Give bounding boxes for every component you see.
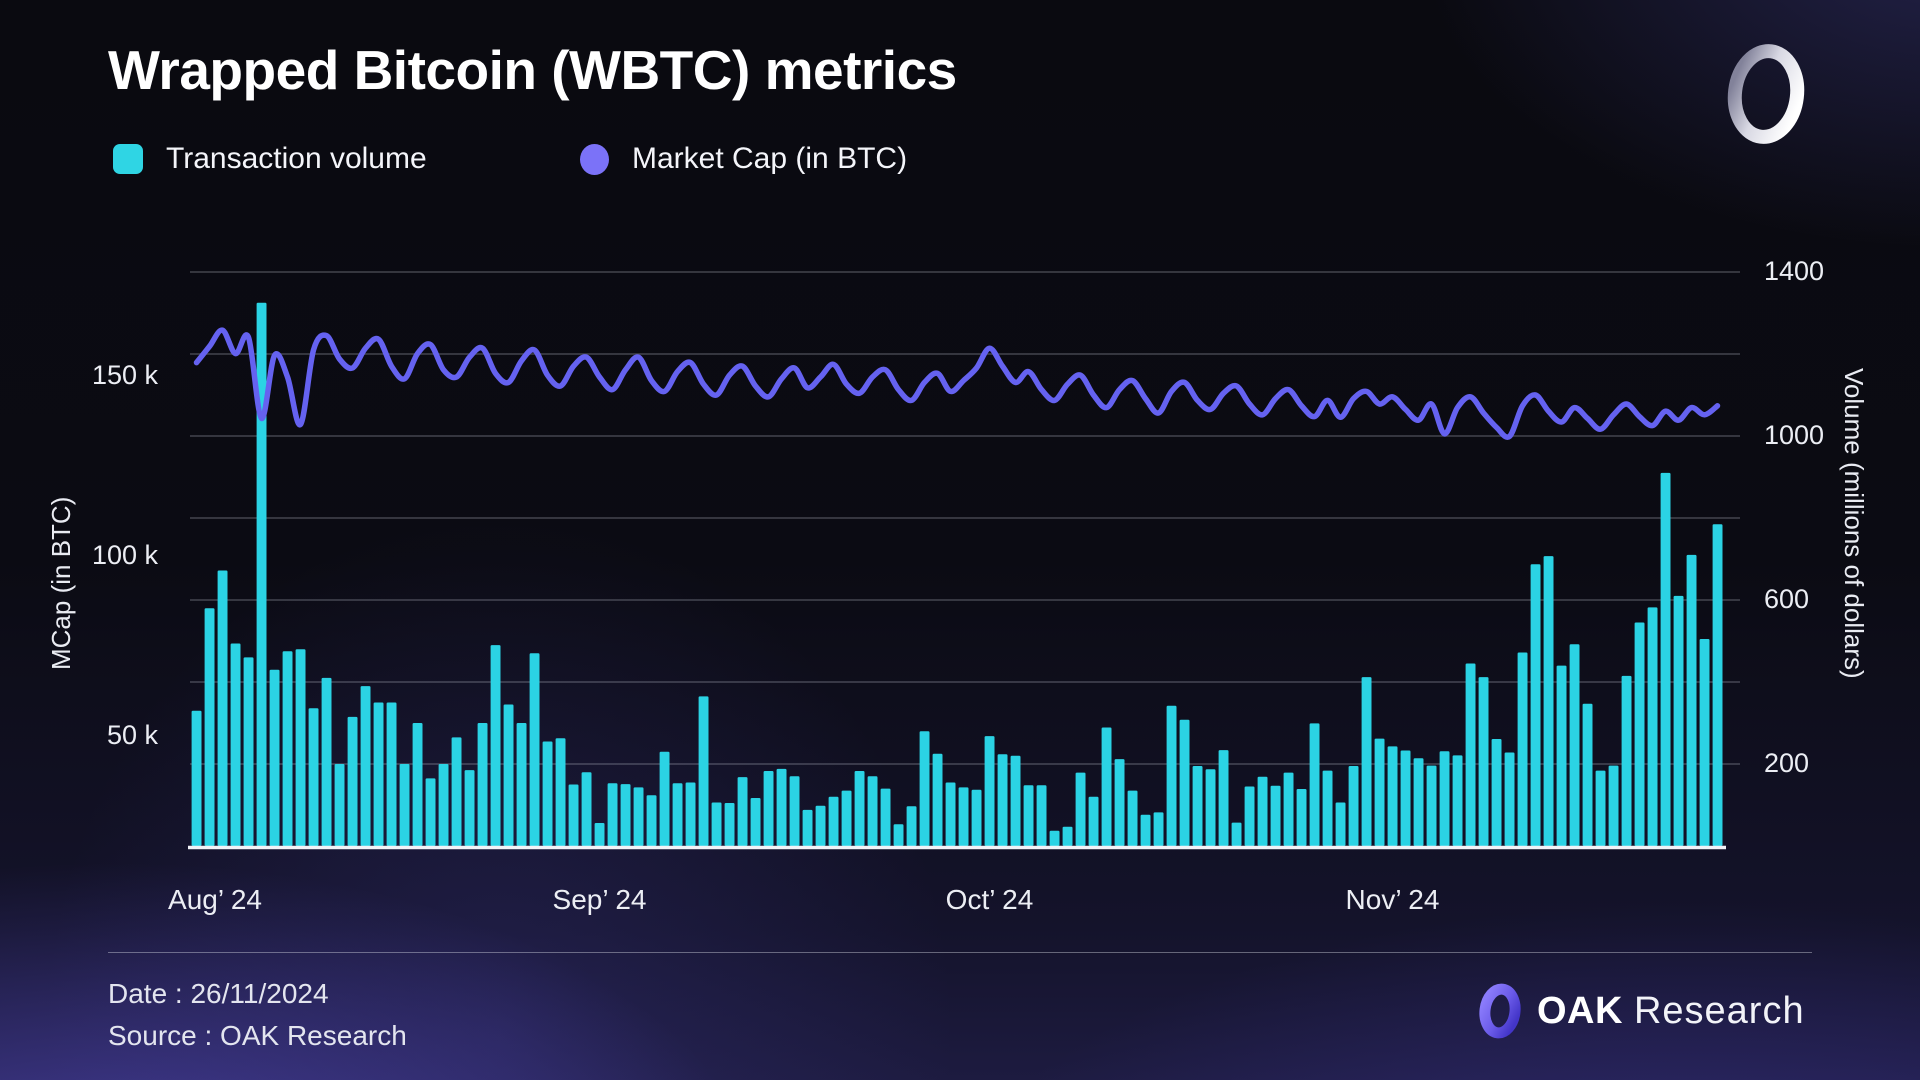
right-axis-tick: 200 [1764, 748, 1810, 778]
legend-item-mcap: Market Cap (in BTC) [580, 141, 907, 177]
page-title: Wrapped Bitcoin (WBTC) metrics [108, 39, 957, 101]
left-axis-tick: 100 k [91, 540, 158, 570]
footer-source: Source : OAK Research [108, 1020, 407, 1051]
mcap-swatch-icon [580, 143, 609, 175]
brand-name-bold: OAK [1537, 989, 1623, 1032]
brand-lockup: OAK Research [1476, 982, 1805, 1040]
brand-name-regular: Research [1633, 989, 1805, 1032]
x-axis-month-label: Oct’ 24 [945, 884, 1034, 915]
x-axis-month-label: Sep’ 24 [552, 884, 647, 915]
oak-ring-logo-icon [1718, 40, 1814, 148]
volume-swatch-icon [113, 144, 143, 174]
footer-divider [108, 952, 1812, 953]
legend-volume-label: Transaction volume [166, 142, 427, 175]
footer-date: Date : 26/11/2024 [108, 978, 329, 1009]
x-axis-month-label: Aug’ 24 [168, 884, 262, 915]
right-axis-tick: 1400 [1764, 256, 1825, 286]
right-axis-title: Volume (millions of dollars) [1839, 368, 1869, 679]
left-axis-tick: 50 k [106, 720, 158, 750]
legend-mcap-label: Market Cap (in BTC) [632, 142, 908, 175]
right-axis-tick: 1000 [1764, 420, 1825, 450]
right-axis-tick: 600 [1764, 584, 1810, 614]
left-axis-tick: 150 k [91, 360, 158, 390]
legend-item-volume: Transaction volume [113, 141, 427, 177]
oak-logo-icon [1476, 982, 1524, 1040]
x-axis-month-label: Nov’ 24 [1345, 884, 1440, 915]
